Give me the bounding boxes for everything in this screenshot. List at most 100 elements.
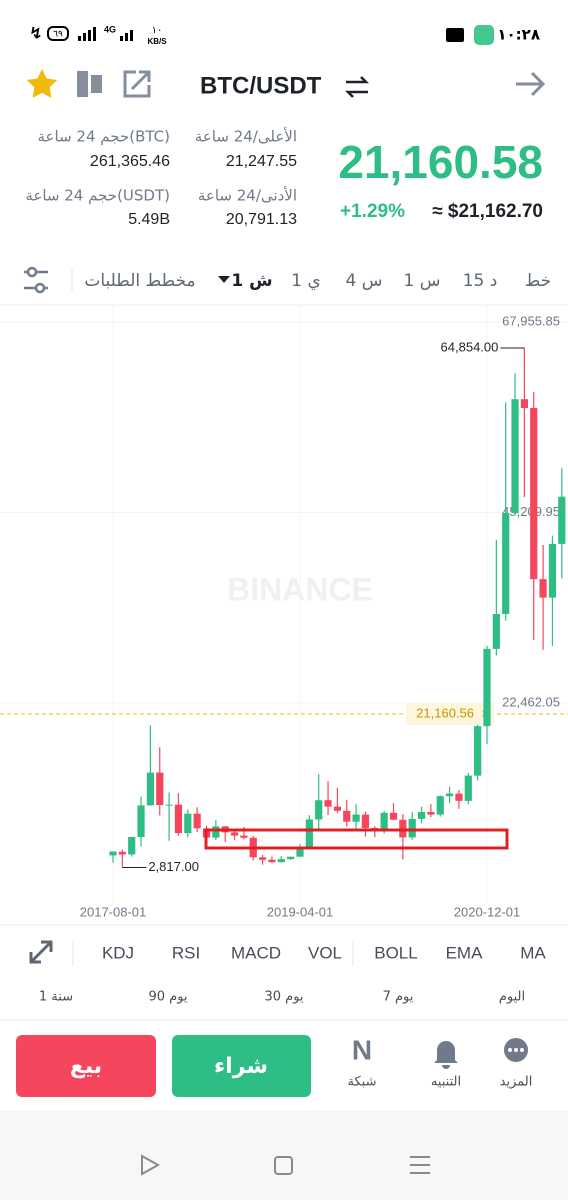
last-price-label: 21,160.56: [416, 705, 474, 720]
sell-button[interactable]: [16, 1035, 156, 1097]
candle-body: [174, 804, 183, 834]
indicator-tab[interactable]: MA: [520, 943, 546, 962]
period-tab[interactable]: 1 سنة: [39, 990, 73, 1005]
status-time: ١٠:٢٨: [497, 26, 540, 44]
candle-body: [118, 851, 126, 855]
back-button[interactable]: [141, 1154, 161, 1176]
signal-icon: [78, 27, 133, 41]
x-tick-label: 2019-04-01: [267, 904, 334, 919]
settings-button[interactable]: [24, 266, 48, 294]
last-price: 21,160.58: [338, 136, 543, 188]
highlight-box: [204, 828, 509, 850]
indicator-tab[interactable]: KDJ: [102, 943, 134, 962]
candle-body: [436, 796, 444, 815]
candle-body: [389, 812, 398, 820]
network-type: 4G: [104, 24, 116, 34]
nav-label[interactable]: المزيد: [500, 1075, 533, 1090]
timeframe-tab[interactable]: خط: [525, 271, 552, 291]
candle-body: [380, 812, 388, 831]
candle-body: [137, 805, 145, 837]
price-change: +1.29%: [340, 201, 405, 222]
timeframe-tab[interactable]: 1 س: [404, 271, 441, 291]
candle-body: [492, 613, 500, 649]
dropdown-icon[interactable]: [218, 276, 230, 283]
candle-body: [240, 835, 248, 838]
candle-body: [464, 775, 472, 801]
candle-body: [109, 851, 117, 856]
max-marker-label: 64,854.00: [441, 339, 499, 354]
candle-body: [165, 804, 173, 806]
candle-body: [146, 772, 154, 806]
candle-body: [324, 800, 332, 807]
stat-value: 21,247.55: [226, 153, 297, 170]
app-icon: [474, 25, 494, 45]
indicator-tab[interactable]: RSI: [172, 943, 200, 962]
candle-body: [193, 813, 201, 829]
buy-button[interactable]: [172, 1035, 311, 1097]
system-nav: [0, 1110, 568, 1200]
home-button[interactable]: [274, 1156, 293, 1175]
more-icon[interactable]: [504, 1038, 528, 1062]
buy-label[interactable]: شراء: [214, 1054, 268, 1079]
stat-label: حجم 24 ساعة(BTC): [38, 128, 170, 146]
candle-body: [315, 800, 323, 820]
candle-body: [230, 832, 239, 836]
x-tick-label: 2020-12-01: [454, 904, 521, 919]
recents-button[interactable]: [410, 1156, 430, 1174]
candle-body: [343, 810, 351, 822]
candle-body: [305, 819, 313, 847]
candle-body: [474, 726, 482, 776]
stat-label: حجم 24 ساعة(USDT): [25, 187, 170, 205]
fullscreen-button[interactable]: [29, 940, 53, 964]
candle-body: [548, 543, 557, 598]
alert-icon[interactable]: [434, 1041, 458, 1069]
candle-body: [287, 856, 295, 860]
timeframe-tab[interactable]: 15 د: [463, 271, 498, 291]
candle-body: [156, 772, 164, 805]
timeframe-tab[interactable]: مخطط الطلبات: [84, 271, 195, 291]
speed-value: ١٠: [152, 25, 163, 36]
speed-unit: KB/S: [147, 37, 167, 46]
swap-icon[interactable]: [344, 76, 370, 98]
min-marker-label: 2,817.00: [148, 859, 199, 874]
sell-label[interactable]: بيع: [70, 1054, 102, 1079]
stat-label: الأدنى/24 ساعة: [198, 186, 297, 205]
indicator-tab[interactable]: BOLL: [374, 943, 417, 962]
period-tab[interactable]: اليوم: [499, 990, 525, 1005]
grid-icon[interactable]: N: [352, 1034, 372, 1065]
candle-body: [483, 648, 491, 727]
period-tab[interactable]: 30 يوم: [264, 990, 303, 1005]
indicator-tab[interactable]: VOL: [308, 943, 342, 962]
forward-button[interactable]: [516, 71, 546, 97]
compare-button[interactable]: [77, 71, 102, 97]
candle-body: [212, 826, 220, 838]
candle-body: [352, 814, 360, 822]
stat-value: 5.49B: [128, 211, 170, 228]
period-tab[interactable]: 90 يوم: [148, 990, 187, 1005]
battery-icon: [47, 26, 69, 41]
timeframe-tab[interactable]: 4 س: [346, 271, 383, 291]
timeframe-tab[interactable]: 1 ش: [231, 271, 272, 291]
stat-value: 20,791.13: [226, 211, 297, 228]
pair-title[interactable]: BTC/USDT: [200, 72, 322, 99]
candle-body: [558, 496, 566, 544]
nav-label[interactable]: التنبيه: [431, 1075, 461, 1090]
candle-body: [511, 399, 519, 514]
indicator-tab[interactable]: MACD: [231, 943, 281, 962]
candle-body: [417, 811, 426, 819]
candle-body: [259, 857, 267, 860]
battery-level: ٦٩: [53, 30, 63, 40]
indicator-tab[interactable]: EMA: [446, 943, 484, 962]
favorite-button[interactable]: [26, 69, 58, 98]
candle-body: [128, 836, 136, 855]
candle-body: [408, 818, 416, 838]
usd-price: ≈ $21,162.70: [432, 201, 543, 222]
timeframe-tab[interactable]: 1 ي: [291, 271, 321, 291]
period-tab[interactable]: 7 يوم: [383, 990, 414, 1005]
stat-value: 261,365.46: [90, 153, 170, 170]
candle-body: [502, 513, 510, 614]
nav-label[interactable]: شبكة: [348, 1075, 377, 1090]
share-button[interactable]: [123, 70, 151, 98]
y-tick-label: 22,462.05: [502, 694, 560, 709]
